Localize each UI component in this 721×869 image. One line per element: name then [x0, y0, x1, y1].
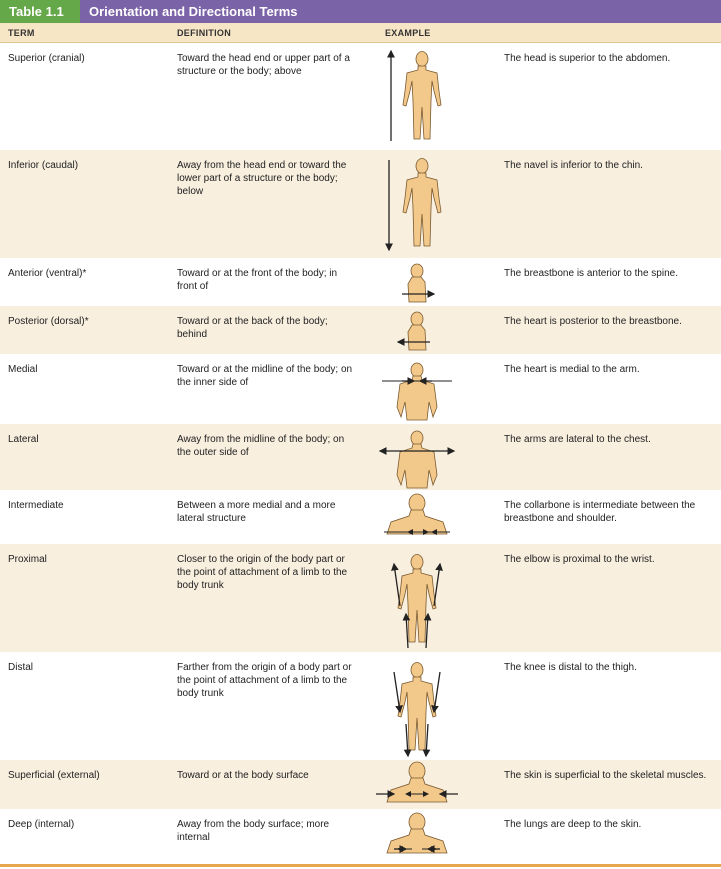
definition-cell: Away from the head end or toward the low…: [177, 160, 347, 197]
table-row: Lateral Away from the midline of the body…: [0, 424, 721, 490]
definition-cell: Farther from the origin of a body part o…: [177, 662, 352, 699]
definition-cell: Closer to the origin of the body part or…: [177, 554, 348, 591]
body-figure-bust-surface-arrows: [372, 760, 462, 809]
body-figure-full-body-down-arrow: [372, 150, 462, 258]
table-row: Intermediate Between a more medial and a …: [0, 490, 721, 544]
table-row: Distal Farther from the origin of a body …: [0, 652, 721, 760]
body-figure-full-body-limb-arrows-up: [372, 544, 462, 652]
table-title-bar: Table 1.1 Orientation and Directional Te…: [0, 0, 721, 23]
term-cell: Distal: [8, 662, 34, 673]
example-cell: The lungs are deep to the skin.: [504, 819, 642, 830]
term-cell: Medial: [8, 364, 38, 375]
table-row: Medial Toward or at the midline of the bo…: [0, 354, 721, 424]
body-figure-torso-outward-arrows: [372, 424, 462, 490]
body-figure-bust-deep-arrows: [372, 809, 462, 864]
column-header-definition: DEFINITION: [177, 28, 231, 38]
definition-cell: Between a more medial and a more lateral…: [177, 500, 336, 524]
body-figure-full-body-up-arrow: [372, 43, 462, 150]
example-cell: The heart is posterior to the breastbone…: [504, 316, 682, 327]
table-row: Inferior (caudal) Away from the head end …: [0, 150, 721, 258]
column-header-example: EXAMPLE: [385, 28, 431, 38]
term-cell: Superior (cranial): [8, 53, 85, 64]
example-cell: The breastbone is anterior to the spine.: [504, 268, 678, 279]
term-cell: Deep (internal): [8, 819, 75, 830]
example-cell: The knee is distal to the thigh.: [504, 662, 637, 673]
definition-cell: Toward the head end or upper part of a s…: [177, 53, 350, 77]
table-number-badge: Table 1.1: [0, 0, 80, 23]
term-cell: Proximal: [8, 554, 47, 565]
example-cell: The elbow is proximal to the wrist.: [504, 554, 655, 565]
definition-cell: Away from the midline of the body; on th…: [177, 434, 345, 458]
table-row: Proximal Closer to the origin of the body…: [0, 544, 721, 652]
column-header-row: TERM DEFINITION EXAMPLE: [0, 23, 721, 43]
table-row: Superior (cranial) Toward the head end or…: [0, 43, 721, 150]
table-title: Orientation and Directional Terms: [89, 4, 298, 19]
definition-cell: Toward or at the front of the body; in f…: [177, 268, 338, 292]
table-row: Deep (internal) Away from the body surfac…: [0, 809, 721, 864]
term-cell: Superficial (external): [8, 770, 100, 781]
example-cell: The arms are lateral to the chest.: [504, 434, 651, 445]
definition-cell: Away from the body surface; more interna…: [177, 819, 330, 843]
example-cell: The heart is medial to the arm.: [504, 364, 640, 375]
column-header-term: TERM: [8, 28, 35, 38]
table-row: Anterior (ventral)* Toward or at the fron…: [0, 258, 721, 306]
definition-cell: Toward or at the body surface: [177, 770, 309, 781]
term-cell: Posterior (dorsal)*: [8, 316, 89, 327]
term-cell: Anterior (ventral)*: [8, 268, 87, 279]
definition-cell: Toward or at the back of the body; behin…: [177, 316, 328, 340]
term-cell: Lateral: [8, 434, 39, 445]
table-bottom-rule: [0, 864, 721, 867]
table-row: Superficial (external) Toward or at the b…: [0, 760, 721, 809]
body-figure-side-torso-right-arrow: [372, 258, 462, 306]
body-figure-full-body-limb-arrows-down: [372, 652, 462, 760]
example-cell: The skin is superficial to the skeletal …: [504, 770, 707, 781]
body-figure-torso-inward-arrows: [372, 354, 462, 424]
body-figure-bust-intermediate-arrows: [372, 490, 462, 544]
example-cell: The navel is inferior to the chin.: [504, 160, 643, 171]
table-row: Posterior (dorsal)* Toward or at the back…: [0, 306, 721, 354]
example-cell: The head is superior to the abdomen.: [504, 53, 671, 64]
term-cell: Intermediate: [8, 500, 64, 511]
example-cell: The collarbone is intermediate between t…: [504, 500, 696, 524]
definition-cell: Toward or at the midline of the body; on…: [177, 364, 353, 388]
body-figure-side-torso-left-arrow: [372, 306, 462, 354]
term-cell: Inferior (caudal): [8, 160, 79, 171]
